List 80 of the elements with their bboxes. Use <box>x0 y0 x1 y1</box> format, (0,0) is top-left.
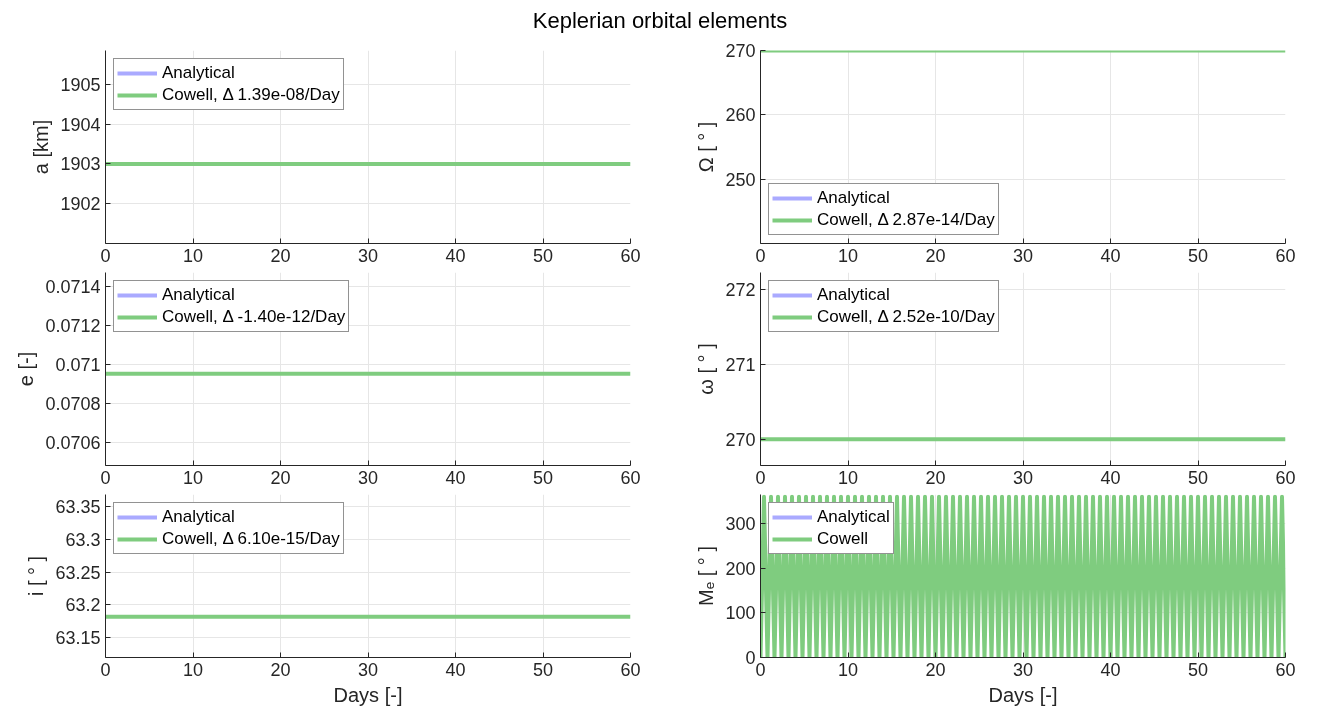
y-tick-label: 1903 <box>60 154 101 175</box>
x-tick-label: 60 <box>1275 467 1296 488</box>
x-tick-label: 50 <box>1187 245 1209 266</box>
y-tick-label: 300 <box>725 514 756 535</box>
y-tick-label: 63.25 <box>55 562 101 583</box>
x-tick-label: 30 <box>357 467 379 488</box>
x-tick-label: 40 <box>445 245 466 266</box>
x-tick-label: 20 <box>270 659 291 680</box>
x-tick-label: 20 <box>925 659 946 680</box>
text: Cowell, Δ 2.52e-10/Day <box>817 306 995 328</box>
x-tick-label: 10 <box>837 245 859 266</box>
y-tick-label: 270 <box>725 429 756 450</box>
y-axis-title: Ω [ ° ] <box>695 121 718 173</box>
legend-label: Cowell <box>817 528 869 550</box>
x-tick-label: 10 <box>837 467 859 488</box>
x-tick-label: 60 <box>1275 659 1296 680</box>
y-tick-label: 63.35 <box>55 496 101 517</box>
legend-label: Analytical <box>162 506 235 528</box>
y-tick-label: 100 <box>725 603 756 624</box>
legend-label: Analytical <box>817 187 890 209</box>
y-tick-label: 270 <box>725 41 756 61</box>
legend-label: Cowell, Δ 2.87e-14/Day <box>817 209 995 231</box>
x-axis-title: Days [-] <box>988 683 1058 706</box>
y-tick-label: 0.0714 <box>45 276 101 297</box>
x-tick-label: 20 <box>925 467 946 488</box>
x-tick-label: 40 <box>445 467 466 488</box>
x-tick-label: 10 <box>182 659 204 680</box>
y-axis-title: ω [ ° ] <box>695 343 718 395</box>
legend-label: Analytical <box>162 284 235 306</box>
x-tick-label: 30 <box>1012 245 1034 266</box>
y-tick-label: 63.3 <box>65 529 101 550</box>
legend-label: Cowell, Δ 1.39e-08/Day <box>162 84 340 106</box>
legend-label: Analytical <box>162 62 235 84</box>
chart-title: Keplerian orbital elements <box>532 7 788 35</box>
y-tick-label: 1902 <box>60 194 101 215</box>
x-tick-label: 40 <box>1100 467 1121 488</box>
y-tick-label: 1904 <box>60 114 101 135</box>
x-tick-label: 50 <box>532 659 554 680</box>
y-tick-label: 0.0708 <box>45 393 101 414</box>
x-tick-label: 50 <box>532 467 554 488</box>
legend-label: Analytical <box>817 506 890 528</box>
x-tick-label: 60 <box>620 467 641 488</box>
y-tick-label: 250 <box>725 169 756 190</box>
x-tick-label: 40 <box>1100 245 1121 266</box>
y-tick-label: 272 <box>725 279 756 300</box>
x-tick-label: 50 <box>532 245 554 266</box>
x-tick-label: 30 <box>357 245 379 266</box>
y-tick-label: 260 <box>725 105 756 126</box>
x-tick-label: 50 <box>1187 467 1209 488</box>
y-tick-label: 200 <box>725 558 756 579</box>
legend-label: Analytical <box>817 284 890 306</box>
y-tick-label: 0.0712 <box>45 315 101 336</box>
x-tick-label: 30 <box>357 659 379 680</box>
y-tick-label: 63.2 <box>65 595 101 616</box>
x-axis-title: Days [-] <box>333 683 403 706</box>
y-axis-title: Mₑ [ ° ] <box>695 546 718 606</box>
x-tick-label: 20 <box>270 245 291 266</box>
x-tick-label: 40 <box>1100 659 1121 680</box>
x-tick-label: 60 <box>1275 245 1296 266</box>
x-tick-label: 40 <box>445 659 466 680</box>
y-tick-label: 0.0706 <box>45 432 101 453</box>
x-tick-label: 20 <box>925 245 946 266</box>
x-tick-label: 30 <box>1012 467 1034 488</box>
x-tick-label: 10 <box>182 467 204 488</box>
y-tick-label: 271 <box>725 354 756 375</box>
y-axis-title: e [-] <box>15 351 38 387</box>
legend-label: Cowell, Δ 6.10e-15/Day <box>162 528 340 550</box>
y-tick-label: 63.15 <box>55 628 101 649</box>
x-tick-label: 20 <box>270 467 291 488</box>
x-tick-label: 60 <box>620 245 641 266</box>
legend-label: Cowell, Δ -1.40e-12/Day <box>162 306 346 328</box>
y-axis-title: a [km] <box>30 119 53 175</box>
x-tick-label: 60 <box>620 659 641 680</box>
x-tick-label: 10 <box>182 245 204 266</box>
y-tick-label: 1905 <box>60 74 101 95</box>
y-tick-label: 0.071 <box>55 354 101 375</box>
y-axis-title: i [ ° ] <box>25 555 48 597</box>
x-tick-label: 10 <box>837 659 859 680</box>
x-tick-label: 30 <box>1012 659 1034 680</box>
x-tick-label: 50 <box>1187 659 1209 680</box>
